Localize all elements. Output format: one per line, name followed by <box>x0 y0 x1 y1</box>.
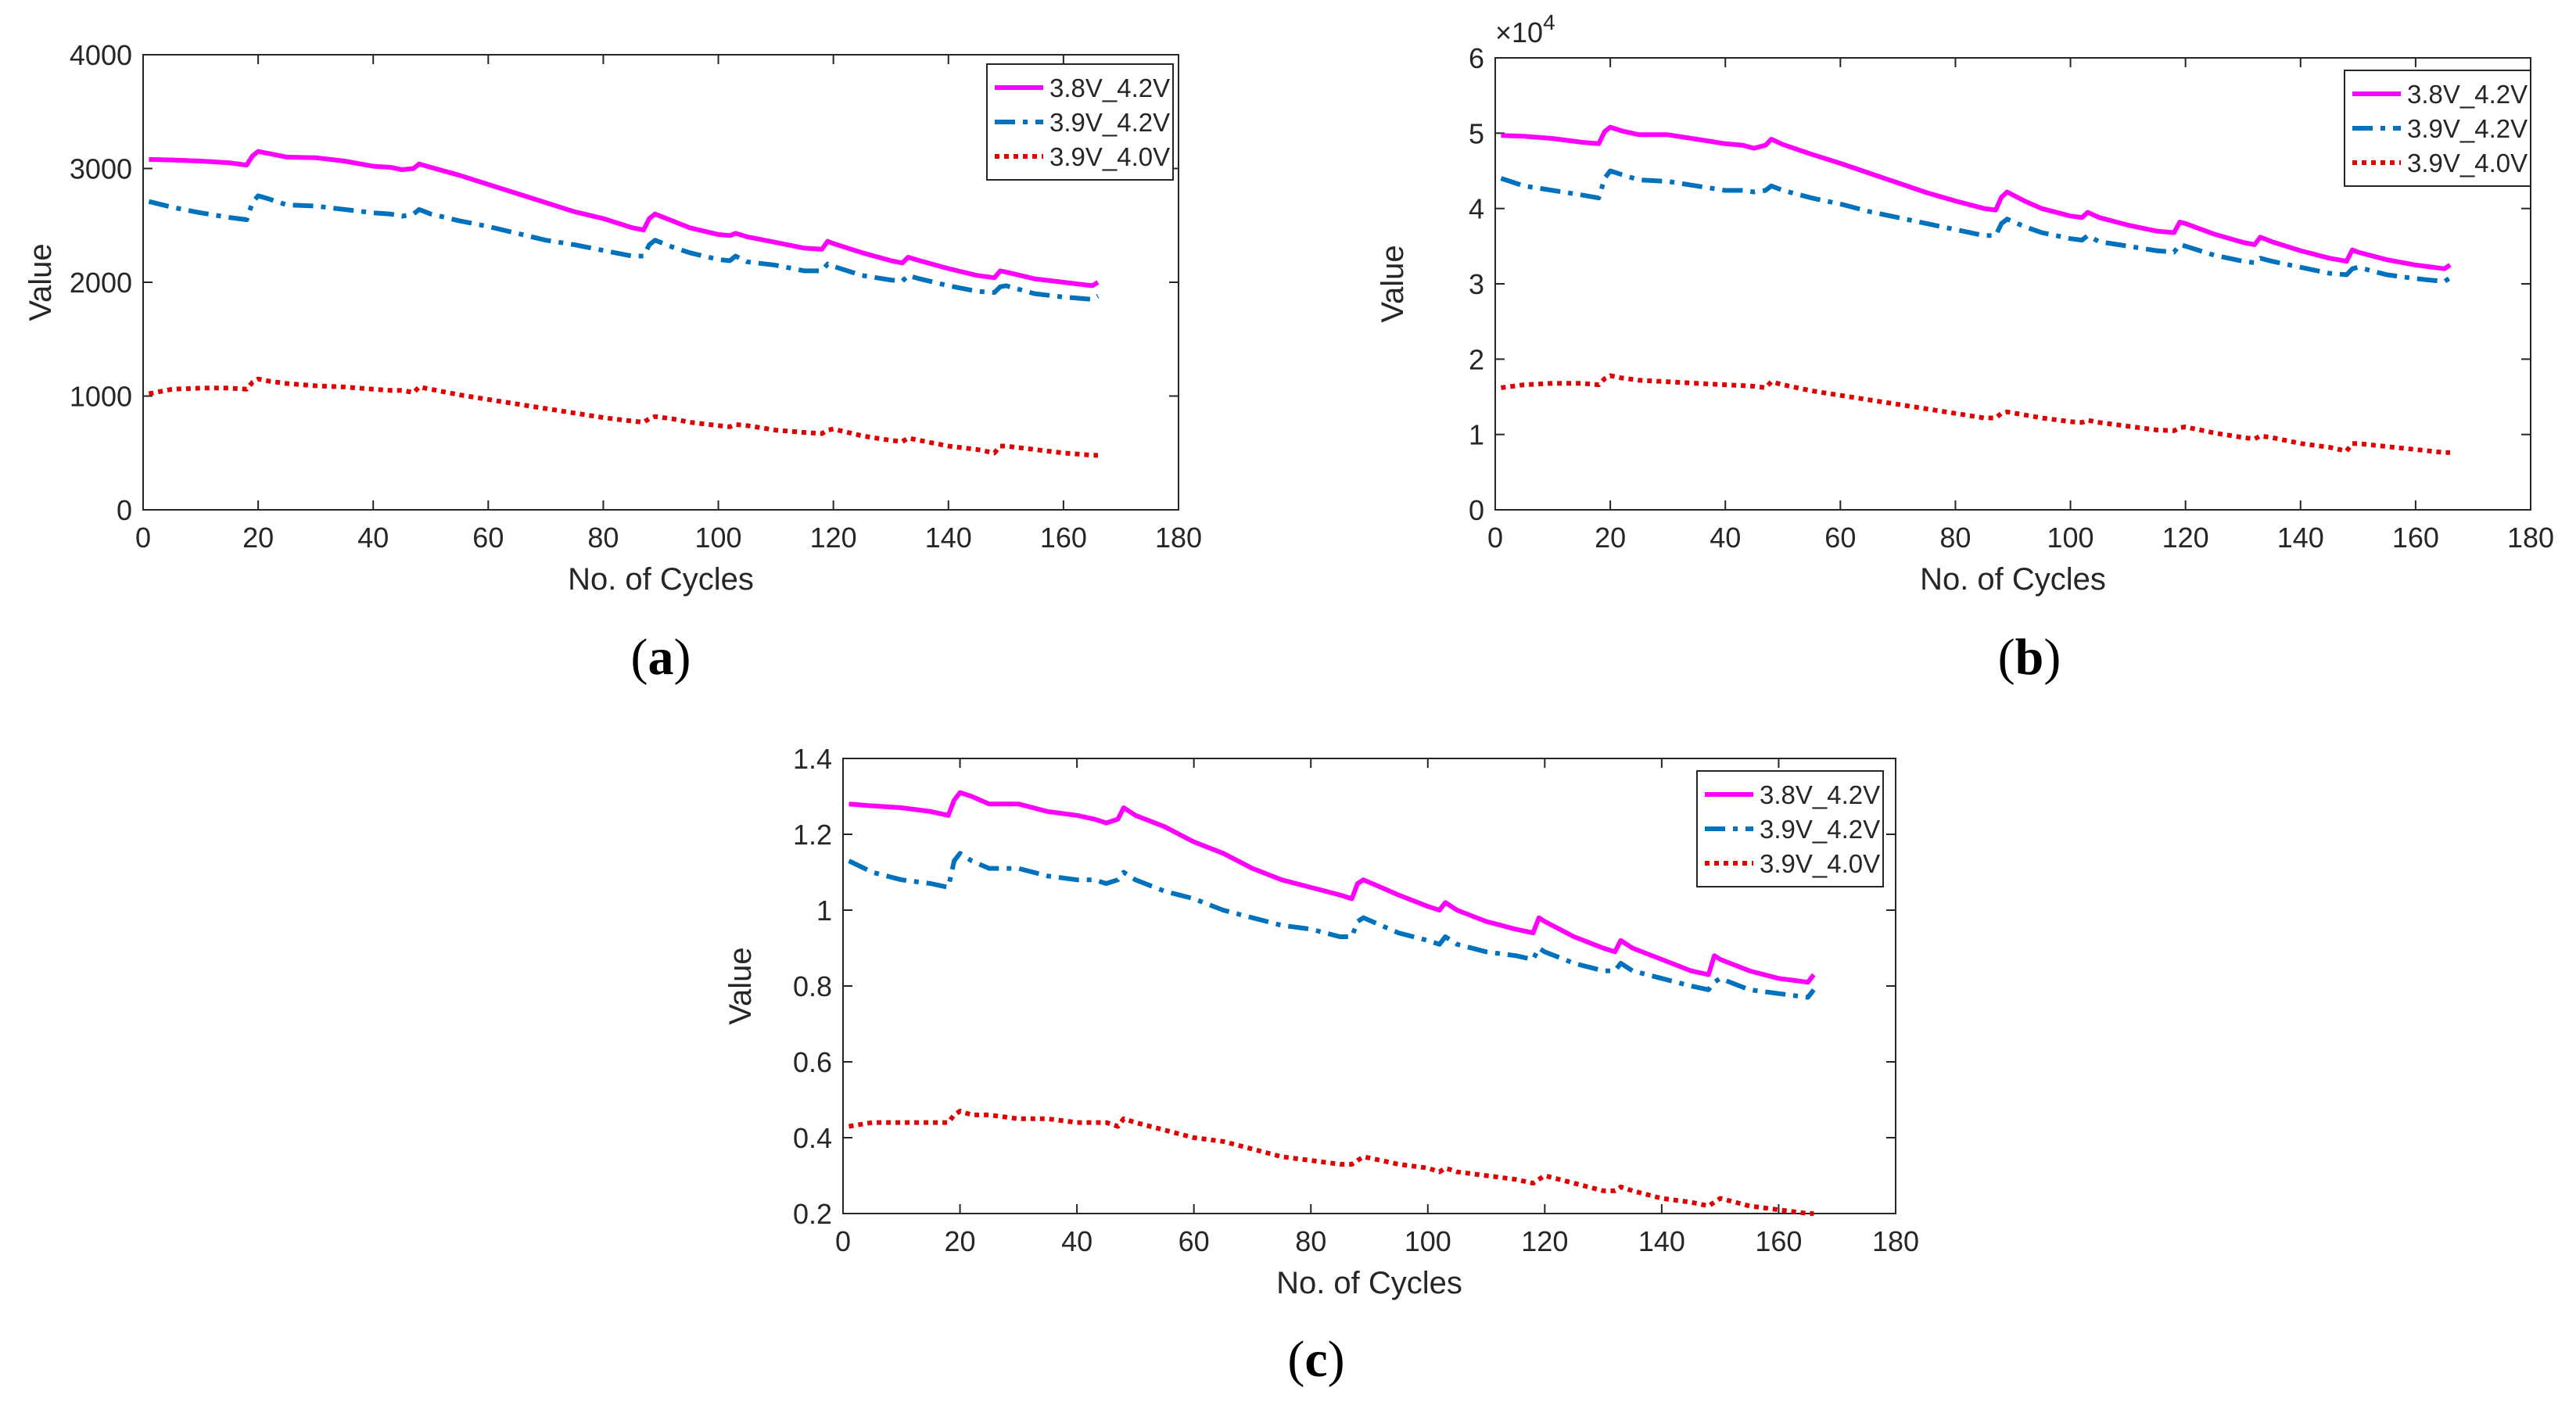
y-tick-label: 2000 <box>70 267 132 299</box>
chart-panel-a: 0 20 40 60 80 100 120 140 160 180 0 1000 2000 3000 400… <box>23 39 1202 686</box>
x-tick-label: 140 <box>925 522 972 554</box>
series-line-2 <box>848 851 1816 1000</box>
x-tick-label: 120 <box>810 522 857 554</box>
panel-paren: ( <box>631 629 648 686</box>
legend-label-1: 3.8V_4.2V <box>1760 780 1880 809</box>
x-tick-label: 60 <box>1179 1225 1210 1257</box>
y-tick-label: 1.4 <box>793 743 832 775</box>
panel-paren: ) <box>1328 1331 1345 1388</box>
x-tick-label: 20 <box>242 522 274 554</box>
panel-paren: ) <box>674 629 691 686</box>
x-tick-label: 180 <box>1155 522 1202 554</box>
x-tick-label: 40 <box>357 522 389 554</box>
series-line-1 <box>149 149 1100 289</box>
y-axis-label: Value <box>23 243 58 321</box>
y-tick-label: 4000 <box>70 39 132 71</box>
y-tick-label: 0.4 <box>793 1122 832 1154</box>
y-tick-label: 0.6 <box>793 1046 832 1078</box>
legend-box <box>2344 70 2531 187</box>
series-line-2 <box>1500 168 2452 285</box>
x-tick-label: 0 <box>1487 522 1503 554</box>
y-tick-label: 0 <box>117 494 132 526</box>
x-axis-label: No. of Cycles <box>1920 562 2106 597</box>
series-line-3 <box>1501 373 2450 455</box>
y-tick-label: 0 <box>1469 494 1484 526</box>
y-tick-label: 4 <box>1469 193 1484 225</box>
legend-box <box>986 63 1174 181</box>
y-tick-label: 1 <box>816 895 832 927</box>
legend-label-3: 3.9V_4.0V <box>1049 142 1170 171</box>
y-tick-label: 2 <box>1469 343 1484 375</box>
x-tick-label: 100 <box>2047 522 2094 554</box>
panel-label: (a) <box>631 629 691 686</box>
x-tick-label: 40 <box>1061 1225 1092 1257</box>
y-tick-label: 0.2 <box>793 1198 832 1230</box>
x-tick-label: 40 <box>1710 522 1741 554</box>
x-axis-label: No. of Cycles <box>568 562 754 597</box>
chart-panel-b: 0 20 40 60 80 100 120 140 160 180 0 1 2 3 4 5 6 ×104 No. o… <box>1376 10 2554 686</box>
x-tick-label: 100 <box>1405 1225 1451 1257</box>
x-tick-label: 20 <box>1595 522 1626 554</box>
y-tick-label: 1.2 <box>793 819 832 851</box>
panel-letter: a <box>648 629 674 686</box>
y-tick-label: 0.8 <box>793 970 832 1002</box>
x-tick-label: 120 <box>2162 522 2209 554</box>
x-tick-label: 0 <box>135 522 151 554</box>
y-exponent-power: 4 <box>1543 10 1555 34</box>
legend-label-2: 3.9V_4.2V <box>2407 114 2528 143</box>
x-tick-label: 180 <box>1872 1225 1919 1257</box>
x-tick-label: 60 <box>472 522 504 554</box>
y-axis-label: Value <box>723 947 758 1024</box>
x-tick-label: 140 <box>1638 1225 1685 1257</box>
x-tick-label: 60 <box>1824 522 1856 554</box>
legend-label-1: 3.8V_4.2V <box>2407 80 2528 109</box>
x-tick-label: 100 <box>695 522 742 554</box>
y-tick-label: 3 <box>1469 268 1484 300</box>
panel-letter: c <box>1304 1331 1327 1388</box>
x-tick-label: 160 <box>1040 522 1087 554</box>
x-tick-label: 0 <box>835 1225 851 1257</box>
chart-panel-c: 0 20 40 60 80 100 120 140 160 180 0.2 0.4 0.6 0.8 1 1.2… <box>723 743 1919 1388</box>
legend-label-3: 3.9V_4.0V <box>2407 149 2528 177</box>
x-tick-label: 140 <box>2277 522 2324 554</box>
legend-label-2: 3.9V_4.2V <box>1049 108 1170 137</box>
series-line-2 <box>148 193 1100 302</box>
legend-label-2: 3.9V_4.2V <box>1760 815 1880 844</box>
y-tick-label: 3000 <box>70 153 132 185</box>
x-tick-label: 120 <box>1521 1225 1568 1257</box>
panel-paren: ( <box>1998 629 2015 686</box>
x-tick-label: 80 <box>1295 1225 1326 1257</box>
panel-label: (c) <box>1287 1331 1344 1388</box>
panel-label: (b) <box>1998 629 2061 686</box>
x-tick-label: 20 <box>945 1225 976 1257</box>
y-exponent-label: ×104 <box>1495 10 1555 48</box>
legend-label-1: 3.8V_4.2V <box>1049 74 1170 102</box>
x-tick-label: 80 <box>587 522 619 554</box>
x-tick-label: 180 <box>2507 522 2554 554</box>
x-axis-label: No. of Cycles <box>1276 1266 1462 1300</box>
series-line-1 <box>1501 124 2452 271</box>
y-tick-label: 1000 <box>70 381 132 413</box>
panel-letter: b <box>2015 629 2044 686</box>
y-axis-label: Value <box>1376 245 1410 322</box>
y-tick-label: 1 <box>1469 419 1484 451</box>
y-tick-label: 6 <box>1469 42 1484 74</box>
series-line-3 <box>849 1109 1814 1216</box>
panel-paren: ( <box>1287 1331 1304 1388</box>
x-tick-label: 160 <box>1755 1225 1802 1257</box>
legend-label-3: 3.9V_4.0V <box>1760 849 1880 878</box>
legend-box <box>1696 770 1884 887</box>
series-line-1 <box>849 790 1816 985</box>
y-tick-label: 5 <box>1469 117 1484 149</box>
x-tick-label: 160 <box>2392 522 2439 554</box>
x-tick-label: 80 <box>1939 522 1971 554</box>
panel-paren: ) <box>2043 629 2061 686</box>
